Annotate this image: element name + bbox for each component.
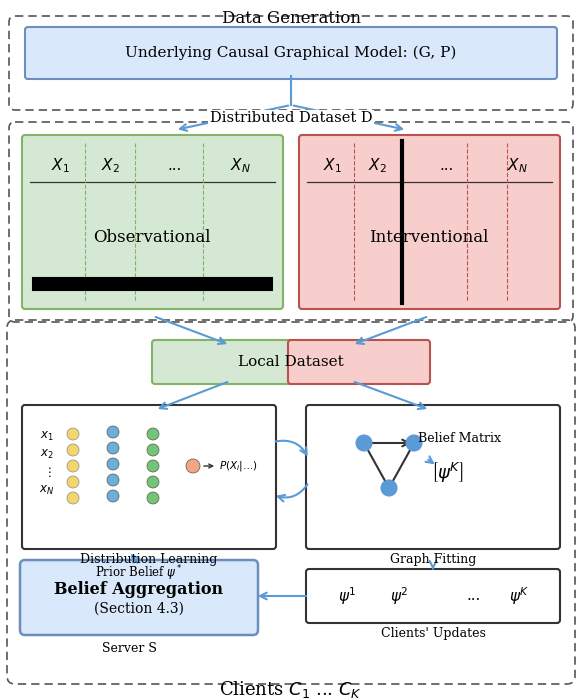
Text: Clients' Updates: Clients' Updates — [381, 627, 485, 640]
Text: $X_1$: $X_1$ — [51, 157, 69, 176]
Text: Belief Aggregation: Belief Aggregation — [55, 580, 223, 598]
FancyBboxPatch shape — [306, 569, 560, 623]
FancyBboxPatch shape — [22, 405, 276, 549]
Text: $\psi^2$: $\psi^2$ — [390, 585, 408, 607]
Circle shape — [107, 442, 119, 454]
Circle shape — [147, 444, 159, 456]
FancyBboxPatch shape — [288, 340, 430, 384]
Circle shape — [67, 428, 79, 440]
Circle shape — [147, 492, 159, 504]
Text: Prior Belief $\psi^*$: Prior Belief $\psi^*$ — [95, 564, 183, 583]
Text: $\left[\psi^K\right]$: $\left[\psi^K\right]$ — [431, 461, 463, 485]
Text: $X_N$: $X_N$ — [230, 157, 250, 176]
Text: Distributed Dataset D: Distributed Dataset D — [210, 111, 372, 125]
FancyBboxPatch shape — [299, 135, 560, 309]
Circle shape — [186, 459, 200, 473]
Text: (Section 4.3): (Section 4.3) — [94, 602, 184, 616]
Circle shape — [67, 476, 79, 488]
Circle shape — [107, 490, 119, 502]
Text: ...: ... — [467, 589, 481, 603]
Text: Server S: Server S — [102, 641, 157, 654]
Circle shape — [381, 480, 397, 496]
Text: $\psi^1$: $\psi^1$ — [338, 585, 356, 607]
Circle shape — [147, 476, 159, 488]
Text: $X_N$: $X_N$ — [506, 157, 527, 176]
Text: Underlying Causal Graphical Model: (G, P): Underlying Causal Graphical Model: (G, P… — [125, 46, 457, 60]
Text: $x_2$: $x_2$ — [40, 447, 54, 461]
Text: $X_2$: $X_2$ — [101, 157, 119, 176]
FancyBboxPatch shape — [20, 560, 258, 635]
Text: Belief Matrix: Belief Matrix — [417, 431, 501, 444]
FancyBboxPatch shape — [152, 340, 294, 384]
Text: ...: ... — [440, 159, 454, 173]
Circle shape — [107, 426, 119, 438]
Circle shape — [107, 474, 119, 486]
Circle shape — [147, 460, 159, 472]
Circle shape — [67, 460, 79, 472]
FancyBboxPatch shape — [306, 405, 560, 549]
Text: $x_N$: $x_N$ — [40, 484, 55, 496]
Text: $\psi^K$: $\psi^K$ — [509, 585, 529, 607]
Circle shape — [107, 458, 119, 470]
Text: $P(X_i|\ldots)$: $P(X_i|\ldots)$ — [219, 459, 258, 473]
Text: Local Dataset: Local Dataset — [238, 355, 344, 369]
Circle shape — [147, 428, 159, 440]
Circle shape — [406, 435, 422, 451]
Text: Data Generation: Data Generation — [222, 10, 360, 27]
Text: $\vdots$: $\vdots$ — [42, 466, 51, 479]
Circle shape — [356, 435, 372, 451]
FancyBboxPatch shape — [22, 135, 283, 309]
Text: ...: ... — [168, 159, 182, 173]
Circle shape — [67, 444, 79, 456]
Text: Clients $C_1$ ... $C_K$: Clients $C_1$ ... $C_K$ — [219, 680, 363, 700]
Text: $x_1$: $x_1$ — [40, 429, 54, 442]
Text: Interventional: Interventional — [370, 230, 489, 246]
FancyBboxPatch shape — [25, 27, 557, 79]
Text: Graph Fitting: Graph Fitting — [390, 554, 476, 566]
Circle shape — [67, 492, 79, 504]
Text: $X_1$: $X_1$ — [322, 157, 342, 176]
Text: Observational: Observational — [93, 230, 211, 246]
Bar — [33, 278, 272, 290]
Text: $X_2$: $X_2$ — [368, 157, 386, 176]
Text: Distribution Learning: Distribution Learning — [80, 554, 218, 566]
